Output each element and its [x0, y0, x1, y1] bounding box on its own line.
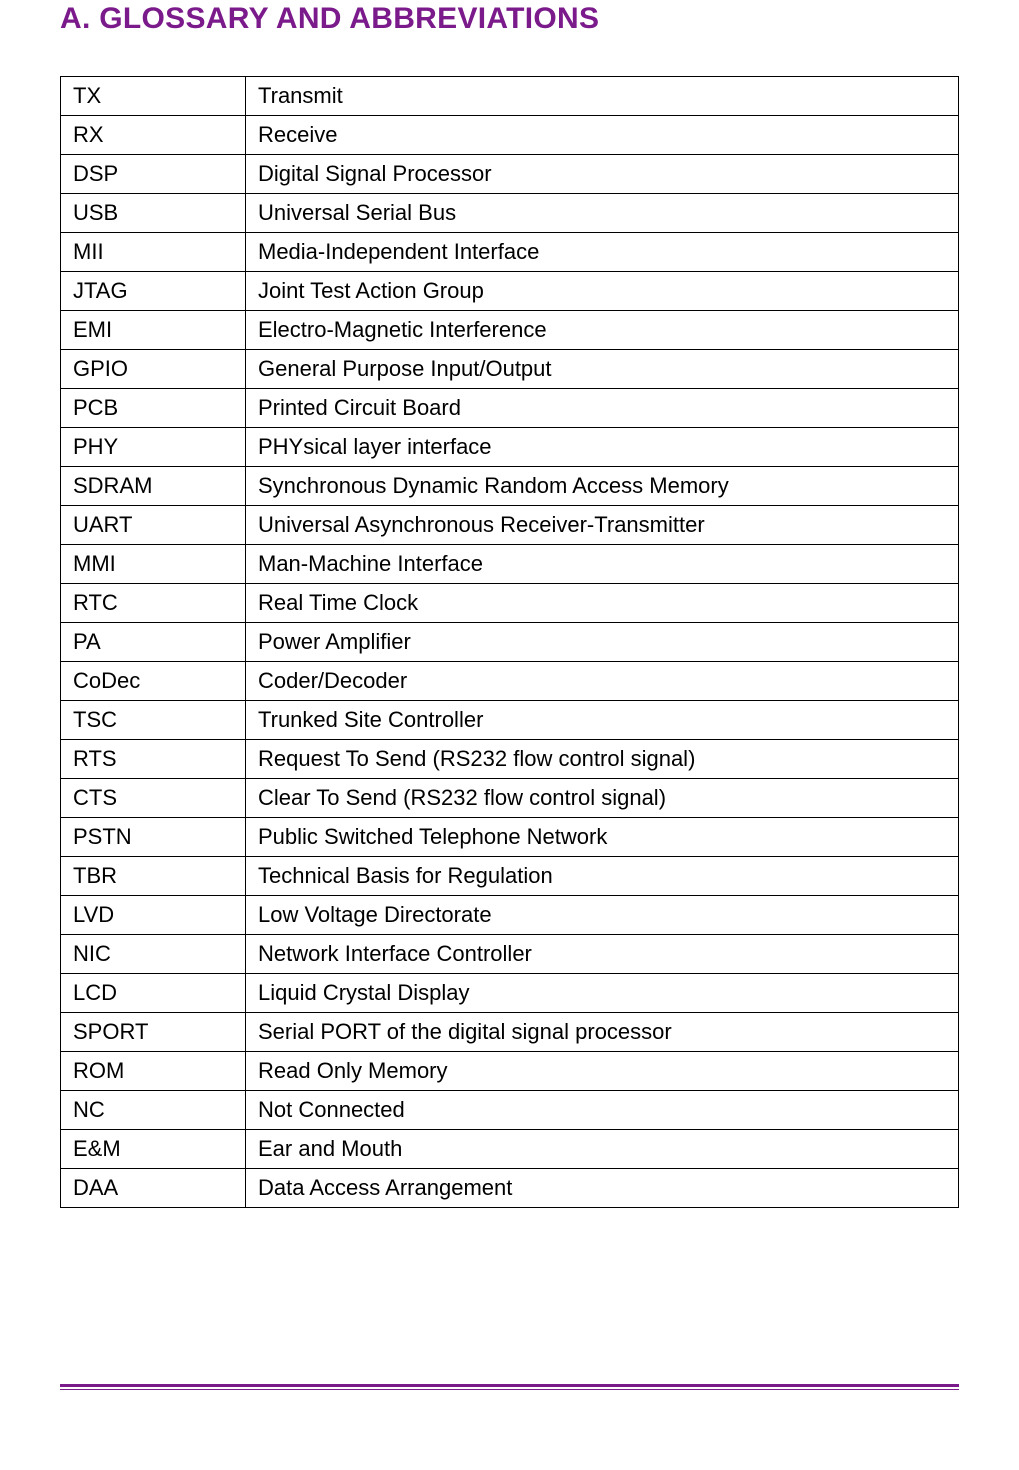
table-row: GPIO General Purpose Input/Output: [61, 350, 959, 389]
def-cell: Joint Test Action Group: [246, 272, 959, 311]
abbr-cell: E&M: [61, 1130, 246, 1169]
abbr-cell: SPORT: [61, 1013, 246, 1052]
abbr-cell: PSTN: [61, 818, 246, 857]
table-row: DAA Data Access Arrangement: [61, 1169, 959, 1208]
glossary-tbody: TX Transmit RX Receive DSP Digital Signa…: [61, 77, 959, 1208]
table-row: JTAG Joint Test Action Group: [61, 272, 959, 311]
abbr-cell: USB: [61, 194, 246, 233]
def-cell: Media-Independent Interface: [246, 233, 959, 272]
table-row: TX Transmit: [61, 77, 959, 116]
abbr-cell: MII: [61, 233, 246, 272]
def-cell: Public Switched Telephone Network: [246, 818, 959, 857]
abbr-cell: SDRAM: [61, 467, 246, 506]
table-row: LVD Low Voltage Directorate: [61, 896, 959, 935]
footer-rule: [60, 1384, 959, 1390]
table-row: MII Media-Independent Interface: [61, 233, 959, 272]
def-cell: Digital Signal Processor: [246, 155, 959, 194]
table-row: PCB Printed Circuit Board: [61, 389, 959, 428]
abbr-cell: DAA: [61, 1169, 246, 1208]
table-row: SPORT Serial PORT of the digital signal …: [61, 1013, 959, 1052]
def-cell: Receive: [246, 116, 959, 155]
table-row: PHY PHYsical layer interface: [61, 428, 959, 467]
abbr-cell: NC: [61, 1091, 246, 1130]
table-row: LCD Liquid Crystal Display: [61, 974, 959, 1013]
abbr-cell: EMI: [61, 311, 246, 350]
table-row: CTS Clear To Send (RS232 flow control si…: [61, 779, 959, 818]
table-row: ROM Read Only Memory: [61, 1052, 959, 1091]
abbr-cell: RTS: [61, 740, 246, 779]
table-row: USB Universal Serial Bus: [61, 194, 959, 233]
abbr-cell: NIC: [61, 935, 246, 974]
abbr-cell: PCB: [61, 389, 246, 428]
abbr-cell: UART: [61, 506, 246, 545]
table-row: RTS Request To Send (RS232 flow control …: [61, 740, 959, 779]
table-row: NC Not Connected: [61, 1091, 959, 1130]
table-row: EMI Electro-Magnetic Interference: [61, 311, 959, 350]
def-cell: Coder/Decoder: [246, 662, 959, 701]
def-cell: Request To Send (RS232 flow control sign…: [246, 740, 959, 779]
section-title: A. GLOSSARY AND ABBREVIATIONS: [60, 2, 959, 36]
glossary-table: TX Transmit RX Receive DSP Digital Signa…: [60, 76, 959, 1208]
table-row: MMI Man-Machine Interface: [61, 545, 959, 584]
def-cell: Network Interface Controller: [246, 935, 959, 974]
abbr-cell: DSP: [61, 155, 246, 194]
def-cell: General Purpose Input/Output: [246, 350, 959, 389]
def-cell: Printed Circuit Board: [246, 389, 959, 428]
table-row: CoDec Coder/Decoder: [61, 662, 959, 701]
table-row: UART Universal Asynchronous Receiver-Tra…: [61, 506, 959, 545]
abbr-cell: PHY: [61, 428, 246, 467]
abbr-cell: TX: [61, 77, 246, 116]
abbr-cell: RX: [61, 116, 246, 155]
abbr-cell: JTAG: [61, 272, 246, 311]
abbr-cell: LVD: [61, 896, 246, 935]
def-cell: Power Amplifier: [246, 623, 959, 662]
abbr-cell: LCD: [61, 974, 246, 1013]
page: A. GLOSSARY AND ABBREVIATIONS TX Transmi…: [0, 2, 1019, 1470]
def-cell: Data Access Arrangement: [246, 1169, 959, 1208]
def-cell: Liquid Crystal Display: [246, 974, 959, 1013]
table-row: PA Power Amplifier: [61, 623, 959, 662]
abbr-cell: ROM: [61, 1052, 246, 1091]
abbr-cell: PA: [61, 623, 246, 662]
def-cell: Technical Basis for Regulation: [246, 857, 959, 896]
def-cell: Read Only Memory: [246, 1052, 959, 1091]
def-cell: Universal Asynchronous Receiver-Transmit…: [246, 506, 959, 545]
table-row: E&M Ear and Mouth: [61, 1130, 959, 1169]
abbr-cell: MMI: [61, 545, 246, 584]
abbr-cell: GPIO: [61, 350, 246, 389]
def-cell: Clear To Send (RS232 flow control signal…: [246, 779, 959, 818]
table-row: RTC Real Time Clock: [61, 584, 959, 623]
def-cell: Transmit: [246, 77, 959, 116]
abbr-cell: CTS: [61, 779, 246, 818]
table-row: NIC Network Interface Controller: [61, 935, 959, 974]
def-cell: Real Time Clock: [246, 584, 959, 623]
table-row: PSTN Public Switched Telephone Network: [61, 818, 959, 857]
def-cell: Serial PORT of the digital signal proces…: [246, 1013, 959, 1052]
def-cell: PHYsical layer interface: [246, 428, 959, 467]
def-cell: Electro-Magnetic Interference: [246, 311, 959, 350]
def-cell: Synchronous Dynamic Random Access Memory: [246, 467, 959, 506]
def-cell: Universal Serial Bus: [246, 194, 959, 233]
table-row: RX Receive: [61, 116, 959, 155]
table-row: TBR Technical Basis for Regulation: [61, 857, 959, 896]
abbr-cell: TSC: [61, 701, 246, 740]
abbr-cell: RTC: [61, 584, 246, 623]
table-row: DSP Digital Signal Processor: [61, 155, 959, 194]
abbr-cell: TBR: [61, 857, 246, 896]
def-cell: Ear and Mouth: [246, 1130, 959, 1169]
abbr-cell: CoDec: [61, 662, 246, 701]
table-row: TSC Trunked Site Controller: [61, 701, 959, 740]
table-row: SDRAM Synchronous Dynamic Random Access …: [61, 467, 959, 506]
def-cell: Low Voltage Directorate: [246, 896, 959, 935]
def-cell: Trunked Site Controller: [246, 701, 959, 740]
def-cell: Man-Machine Interface: [246, 545, 959, 584]
def-cell: Not Connected: [246, 1091, 959, 1130]
